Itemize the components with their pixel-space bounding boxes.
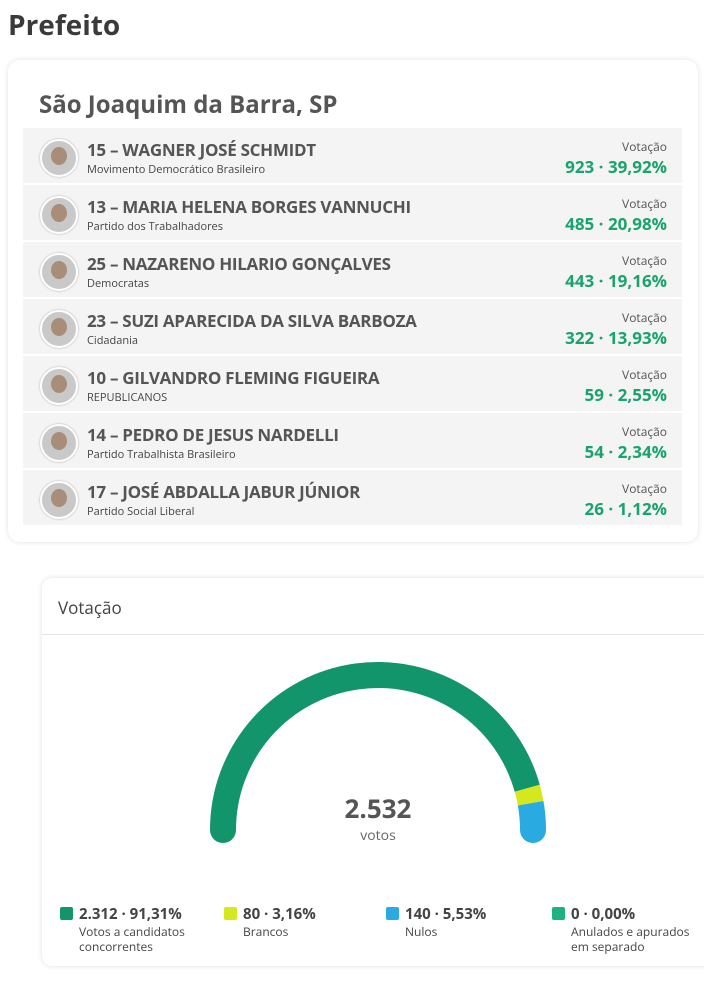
legend-swatch — [224, 907, 237, 920]
candidate-row: 15 – WAGNER JOSÉ SCHMIDT Movimento Democr… — [23, 128, 682, 183]
candidate-row: 25 – NAZARENO HILARIO GONÇALVES Democrata… — [23, 242, 682, 297]
gauge-cap — [210, 817, 236, 843]
total-unit: votos — [360, 826, 396, 845]
candidate-party: Partido Social Liberal — [87, 504, 195, 519]
candidate-name: 17 – JOSÉ ABDALLA JABUR JÚNIOR — [87, 480, 360, 503]
legend-swatch — [552, 907, 565, 920]
candidate-party: REPUBLICANOS — [87, 390, 168, 405]
legend-value: 80 · 3,16% — [243, 904, 316, 924]
votes-label: Votação — [622, 252, 667, 269]
legend-description: Anulados e apurados em separado — [571, 923, 690, 955]
candidate-party: Democratas — [87, 276, 150, 291]
candidate-votes: 485 · 20,98% — [565, 212, 667, 235]
candidate-row: 13 – MARIA HELENA BORGES VANNUCHI Partido… — [23, 185, 682, 240]
results-card: São Joaquim da Barra, SP 15 – WAGNER JOS… — [8, 60, 698, 542]
legend-description: Votos a candidatos concorrentes — [79, 923, 185, 955]
candidate-votes: 322 · 13,93% — [565, 326, 667, 349]
candidate-row: 14 – PEDRO DE JESUS NARDELLI Partido Trab… — [23, 413, 682, 468]
avatar — [40, 253, 78, 291]
page-title: Prefeito — [8, 6, 121, 44]
gauge-segment — [210, 662, 540, 831]
avatar — [40, 424, 78, 462]
card-title: Votação — [58, 596, 122, 619]
turnout-card: Votação 2.532 votos 2.312 · 91,31% Votos … — [42, 578, 704, 966]
candidate-votes: 443 · 19,16% — [565, 269, 667, 292]
candidate-name: 25 – NAZARENO HILARIO GONÇALVES — [87, 252, 391, 275]
candidate-party: Partido Trabalhista Brasileiro — [87, 447, 236, 462]
legend-value: 140 · 5,53% — [405, 904, 487, 924]
votes-label: Votação — [622, 195, 667, 212]
candidate-votes: 923 · 39,92% — [565, 155, 667, 178]
legend-swatch — [60, 907, 73, 920]
city-title: São Joaquim da Barra, SP — [39, 88, 338, 121]
candidate-votes: 26 · 1,12% — [584, 497, 667, 520]
legend-value: 0 · 0,00% — [571, 904, 636, 924]
candidate-name: 10 – GILVANDRO FLEMING FIGUEIRA — [87, 366, 380, 389]
avatar — [40, 310, 78, 348]
candidate-row: 17 – JOSÉ ABDALLA JABUR JÚNIOR Partido So… — [23, 470, 682, 525]
votes-label: Votação — [622, 309, 667, 326]
candidate-name: 23 – SUZI APARECIDA DA SILVA BARBOZA — [87, 309, 417, 332]
candidate-name: 15 – WAGNER JOSÉ SCHMIDT — [87, 138, 316, 161]
votes-label: Votação — [622, 366, 667, 383]
total-votes: 2.532 — [344, 790, 412, 826]
candidate-party: Partido dos Trabalhadores — [87, 219, 223, 234]
votes-label: Votação — [622, 138, 667, 155]
avatar — [40, 139, 78, 177]
legend-value: 2.312 · 91,31% — [79, 904, 182, 924]
candidate-row: 10 – GILVANDRO FLEMING FIGUEIRA REPUBLICA… — [23, 356, 682, 411]
candidate-name: 14 – PEDRO DE JESUS NARDELLI — [87, 423, 339, 446]
candidate-votes: 54 · 2,34% — [584, 440, 667, 463]
candidate-row: 23 – SUZI APARECIDA DA SILVA BARBOZA Cida… — [23, 299, 682, 354]
divider — [42, 634, 704, 635]
candidate-party: Movimento Democrático Brasileiro — [87, 162, 266, 177]
gauge-cap — [520, 817, 546, 843]
legend-description: Nulos — [405, 923, 438, 940]
candidate-name: 13 – MARIA HELENA BORGES VANNUCHI — [87, 195, 411, 218]
avatar — [40, 367, 78, 405]
gauge — [210, 662, 546, 843]
votes-label: Votação — [622, 480, 667, 497]
legend-swatch — [386, 907, 399, 920]
candidate-votes: 59 · 2,55% — [584, 383, 667, 406]
candidate-party: Cidadania — [87, 333, 139, 348]
votes-label: Votação — [622, 423, 667, 440]
avatar — [40, 481, 78, 519]
legend-description: Brancos — [243, 923, 289, 940]
gauge-segment — [514, 784, 544, 806]
avatar — [40, 196, 78, 234]
